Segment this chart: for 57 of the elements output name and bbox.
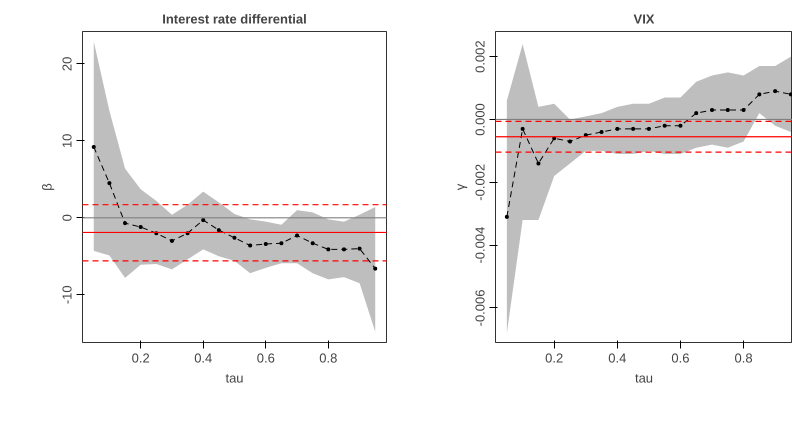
- point: [248, 244, 252, 248]
- point: [201, 218, 206, 222]
- point: [600, 130, 604, 134]
- point: [264, 242, 268, 246]
- point: [373, 266, 378, 271]
- point: [216, 228, 221, 232]
- point: [520, 126, 525, 131]
- point: [568, 139, 572, 144]
- y-tick-label: 0.000: [472, 103, 488, 136]
- point: [646, 126, 651, 131]
- point: [326, 247, 330, 252]
- y-tick-label: 0.002: [472, 40, 488, 73]
- point: [536, 161, 540, 166]
- x-tick-label: 0.4: [608, 350, 626, 366]
- y-tick-label: -0.002: [472, 164, 488, 201]
- point: [310, 241, 315, 246]
- point: [773, 89, 778, 94]
- chart-title: VIX: [634, 12, 655, 26]
- point: [295, 234, 300, 238]
- point: [710, 108, 714, 112]
- point: [631, 126, 636, 131]
- point: [342, 247, 346, 252]
- x-axis-title: tau: [634, 370, 654, 386]
- point: [232, 236, 236, 240]
- y-axis-title: γ: [452, 183, 468, 190]
- point: [662, 124, 667, 128]
- x-tick-label: 0.6: [671, 350, 690, 366]
- point: [742, 108, 746, 112]
- x-tick-label: 0.2: [545, 350, 564, 366]
- y-axis-title: β: [40, 183, 54, 191]
- y-tick-label: -10: [60, 285, 74, 304]
- x-tick-label: 0.8: [319, 350, 338, 366]
- chart-title: Interest rate differential: [162, 12, 307, 26]
- point: [726, 108, 730, 112]
- y-tick-label: -0.006: [472, 290, 488, 326]
- x-tick-label: 0.4: [194, 350, 212, 366]
- point: [757, 92, 762, 96]
- point: [279, 241, 284, 246]
- point: [694, 111, 698, 116]
- point: [170, 238, 174, 243]
- y-tick-label: 0: [60, 214, 74, 222]
- point: [107, 181, 112, 186]
- y-tick-label: -0.004: [472, 226, 488, 264]
- x-tick-label: 0.8: [734, 350, 753, 366]
- x-tick-label: 0.6: [256, 350, 275, 366]
- point: [788, 92, 792, 96]
- point: [138, 225, 143, 230]
- x-tick-label: 0.2: [132, 350, 150, 366]
- point: [92, 144, 96, 149]
- y-tick-label: 20: [60, 56, 74, 72]
- point: [358, 246, 362, 251]
- point: [615, 126, 620, 131]
- x-axis-title: tau: [225, 370, 244, 386]
- point: [504, 214, 509, 219]
- point: [123, 221, 128, 226]
- point: [678, 124, 682, 128]
- y-tick-label: 10: [60, 134, 74, 148]
